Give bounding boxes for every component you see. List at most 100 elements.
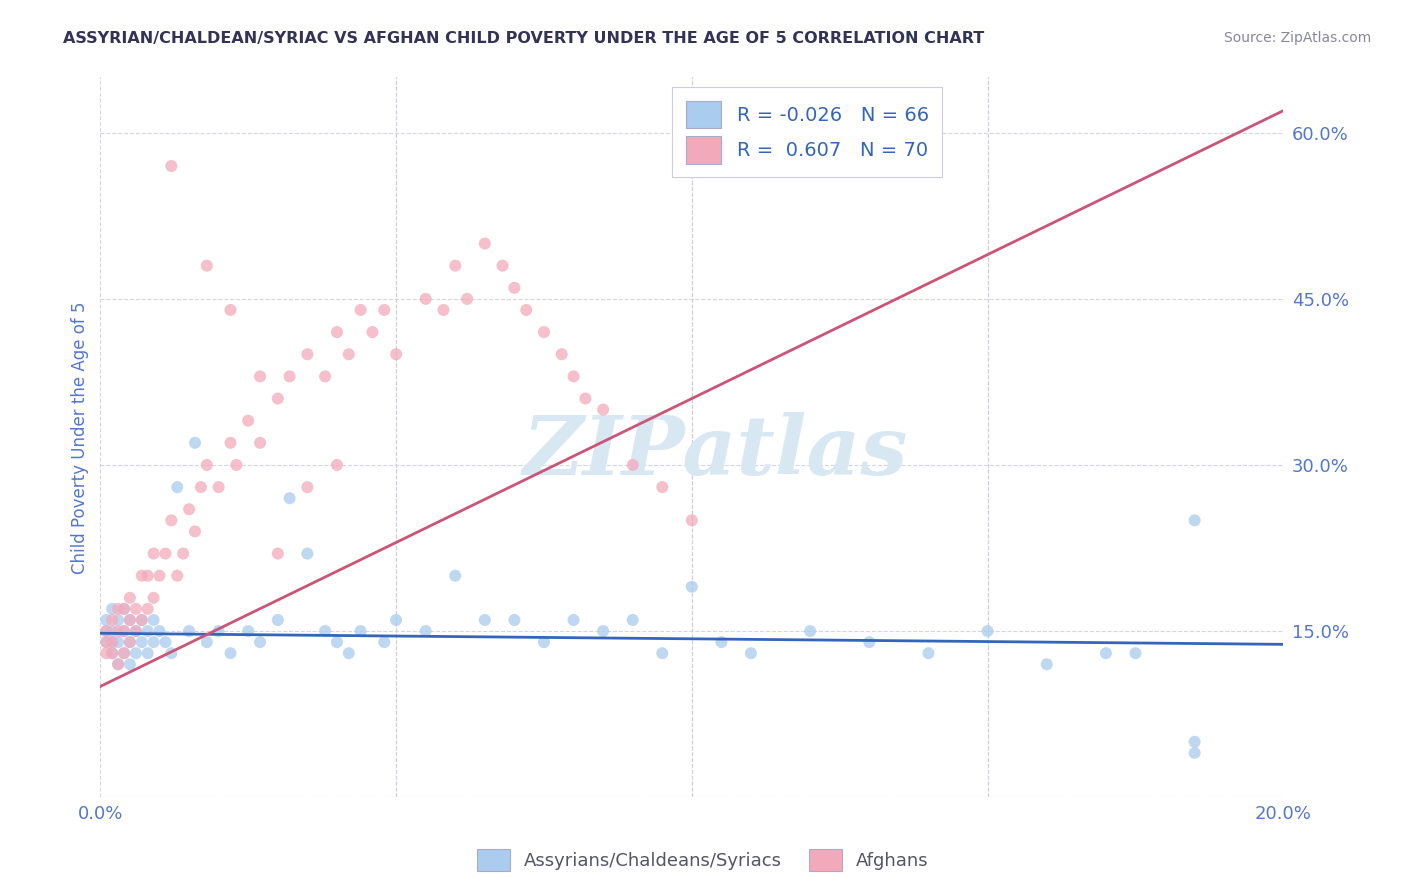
Point: [160, 646, 183, 660]
Point: [551, 347, 574, 361]
Point: [195, 458, 218, 472]
Point: [349, 624, 371, 638]
Point: [107, 657, 129, 672]
Point: [118, 635, 141, 649]
Point: [166, 568, 188, 582]
Point: [131, 613, 153, 627]
Point: [562, 613, 585, 627]
Point: [136, 624, 159, 638]
Point: [112, 646, 135, 660]
Point: [131, 568, 153, 582]
Point: [444, 568, 467, 582]
Point: [112, 646, 135, 660]
Point: [219, 435, 242, 450]
Point: [177, 502, 200, 516]
Point: [125, 624, 148, 638]
Point: [118, 613, 141, 627]
Point: [681, 580, 703, 594]
Point: [142, 635, 165, 649]
Point: [208, 480, 231, 494]
Point: [278, 369, 301, 384]
Point: [125, 602, 148, 616]
Point: [107, 635, 129, 649]
Point: [101, 646, 124, 660]
Point: [172, 547, 194, 561]
Point: [190, 480, 212, 494]
Point: [101, 602, 124, 616]
Text: Source: ZipAtlas.com: Source: ZipAtlas.com: [1223, 31, 1371, 45]
Point: [651, 480, 673, 494]
Point: [148, 568, 170, 582]
Point: [858, 635, 880, 649]
Point: [326, 458, 349, 472]
Point: [651, 646, 673, 660]
Point: [249, 635, 271, 649]
Point: [249, 435, 271, 450]
Point: [574, 392, 596, 406]
Point: [361, 325, 384, 339]
Point: [1125, 646, 1147, 660]
Point: [219, 646, 242, 660]
Point: [592, 402, 614, 417]
Point: [621, 458, 644, 472]
Point: [799, 624, 821, 638]
Point: [1184, 746, 1206, 760]
Point: [112, 602, 135, 616]
Point: [297, 480, 319, 494]
Point: [1095, 646, 1118, 660]
Point: [148, 624, 170, 638]
Point: [373, 635, 395, 649]
Point: [155, 635, 177, 649]
Point: [112, 624, 135, 638]
Point: [101, 624, 124, 638]
Point: [107, 613, 129, 627]
Point: [267, 547, 290, 561]
Point: [238, 624, 260, 638]
Point: [131, 613, 153, 627]
Point: [101, 646, 124, 660]
Point: [415, 624, 437, 638]
Point: [219, 302, 242, 317]
Point: [184, 524, 207, 539]
Point: [1184, 735, 1206, 749]
Point: [592, 624, 614, 638]
Point: [96, 624, 118, 638]
Point: [96, 635, 118, 649]
Text: ZIPatlas: ZIPatlas: [523, 412, 908, 491]
Point: [415, 292, 437, 306]
Point: [96, 635, 118, 649]
Point: [107, 602, 129, 616]
Point: [238, 414, 260, 428]
Point: [337, 646, 360, 660]
Point: [432, 302, 454, 317]
Point: [166, 480, 188, 494]
Point: [118, 657, 141, 672]
Point: [515, 302, 537, 317]
Point: [976, 624, 998, 638]
Point: [621, 613, 644, 627]
Point: [195, 259, 218, 273]
Point: [96, 624, 118, 638]
Point: [326, 325, 349, 339]
Point: [249, 369, 271, 384]
Point: [125, 646, 148, 660]
Point: [160, 159, 183, 173]
Point: [337, 347, 360, 361]
Point: [142, 591, 165, 605]
Point: [740, 646, 762, 660]
Point: [195, 635, 218, 649]
Point: [136, 646, 159, 660]
Point: [101, 635, 124, 649]
Legend: Assyrians/Chaldeans/Syriacs, Afghans: Assyrians/Chaldeans/Syriacs, Afghans: [470, 842, 936, 879]
Point: [297, 547, 319, 561]
Point: [107, 657, 129, 672]
Point: [297, 347, 319, 361]
Point: [456, 292, 478, 306]
Point: [267, 613, 290, 627]
Point: [107, 624, 129, 638]
Point: [373, 302, 395, 317]
Point: [385, 613, 408, 627]
Point: [96, 613, 118, 627]
Point: [562, 369, 585, 384]
Legend: R = -0.026   N = 66, R =  0.607   N = 70: R = -0.026 N = 66, R = 0.607 N = 70: [672, 87, 942, 178]
